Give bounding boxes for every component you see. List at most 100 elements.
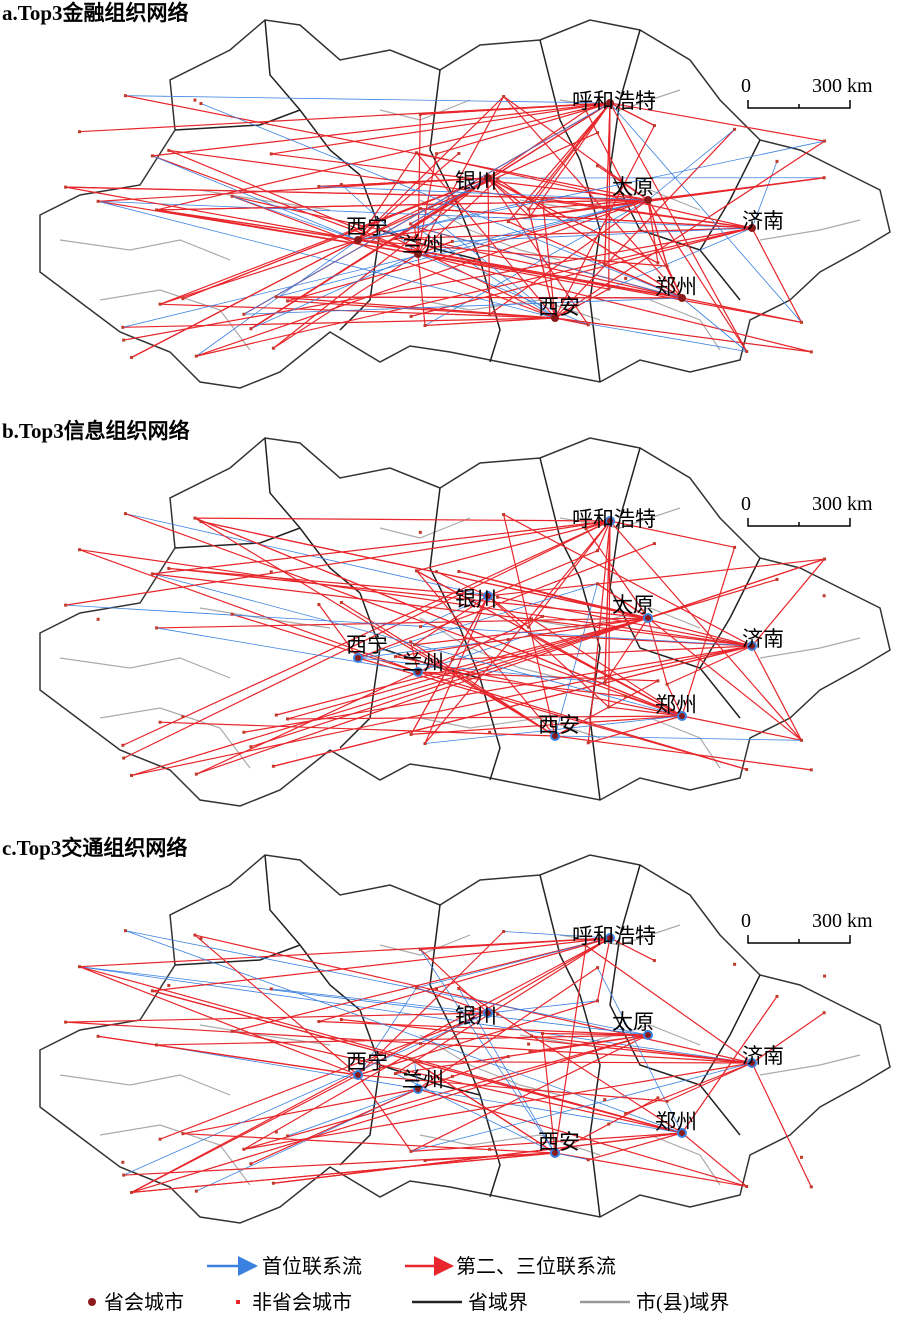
county-boundary bbox=[380, 935, 470, 955]
non-capital-city bbox=[242, 313, 245, 316]
non-capital-city bbox=[242, 731, 245, 734]
non-capital-city bbox=[124, 512, 127, 515]
non-capital-city bbox=[596, 164, 599, 167]
non-capital-city bbox=[195, 355, 198, 358]
non-capital-city bbox=[666, 683, 669, 686]
secondary-flow bbox=[251, 1089, 418, 1164]
city-label: 银川 bbox=[455, 1004, 497, 1028]
non-capital-city bbox=[607, 1123, 610, 1126]
non-capital-city bbox=[528, 1050, 531, 1053]
non-capital-city bbox=[823, 1011, 826, 1014]
non-capital-city bbox=[159, 721, 162, 724]
non-capital-city bbox=[653, 124, 656, 127]
non-capital-city bbox=[733, 546, 736, 549]
county-boundary bbox=[650, 718, 720, 768]
city-label: 西安 bbox=[538, 295, 580, 319]
legend: 首位联系流 第二、三位联系流 省会城市 非省会城市 省域界 市(县)域界 bbox=[88, 1255, 729, 1314]
non-capital-city bbox=[457, 570, 460, 573]
province-boundary bbox=[610, 448, 740, 718]
non-capital-city bbox=[413, 1060, 416, 1063]
non-capital-city bbox=[823, 176, 826, 179]
city-label: 兰州 bbox=[402, 651, 444, 675]
scale-label: 300 km bbox=[812, 910, 873, 932]
non-capital-city bbox=[286, 299, 289, 302]
non-capital-city bbox=[823, 594, 826, 597]
non-capital-city bbox=[596, 999, 599, 1002]
non-capital-city bbox=[596, 131, 599, 134]
non-capital-city bbox=[823, 558, 826, 561]
secondary-flow bbox=[626, 1063, 752, 1113]
capital-city-symbol bbox=[88, 1298, 96, 1306]
non-capital-city bbox=[78, 548, 81, 551]
secondary-flow bbox=[195, 518, 610, 521]
non-capital-city bbox=[151, 989, 154, 992]
non-capital-city bbox=[340, 601, 343, 604]
non-capital-city bbox=[413, 225, 416, 228]
secondary-flow bbox=[752, 646, 801, 740]
primary-flow bbox=[648, 129, 735, 200]
non-capital-city bbox=[231, 613, 234, 616]
non-capital-city bbox=[607, 288, 610, 291]
non-capital-city bbox=[435, 152, 438, 155]
non-capital-city bbox=[528, 215, 531, 218]
province-boundary bbox=[430, 905, 500, 1197]
non-capital-city bbox=[249, 1162, 252, 1165]
non-capital-city bbox=[457, 152, 460, 155]
county-boundary bbox=[60, 240, 230, 260]
primary-flow bbox=[251, 254, 418, 329]
county-boundary bbox=[650, 1135, 720, 1185]
legend-label: 市(县)域界 bbox=[636, 1291, 729, 1314]
non-capital-city bbox=[596, 582, 599, 585]
non-capital-city bbox=[527, 208, 530, 211]
city-label: 济南 bbox=[742, 627, 784, 651]
non-capital-city bbox=[151, 572, 154, 575]
non-capital-city bbox=[596, 549, 599, 552]
non-capital-city bbox=[607, 706, 610, 709]
non-capital-city bbox=[130, 356, 133, 359]
non-capital-city bbox=[130, 774, 133, 777]
non-capital-city bbox=[97, 1035, 100, 1038]
non-capital-city bbox=[603, 263, 606, 266]
non-capital-city bbox=[124, 929, 127, 932]
non-capital-city bbox=[121, 744, 124, 747]
non-capital-city bbox=[167, 984, 170, 987]
panel-title: a.Top3金融组织网络 bbox=[2, 1, 189, 25]
non-capital-city bbox=[823, 975, 826, 978]
secondary-flow bbox=[125, 514, 682, 716]
non-capital-city bbox=[270, 570, 273, 573]
non-capital-city bbox=[272, 765, 275, 768]
secondary-flow bbox=[682, 1133, 747, 1186]
non-capital-city bbox=[130, 1191, 133, 1194]
non-capital-city bbox=[488, 731, 491, 734]
non-capital-city bbox=[587, 741, 590, 744]
non-capital-city bbox=[122, 339, 125, 342]
non-capital-city bbox=[800, 321, 803, 324]
non-capital-city bbox=[435, 570, 438, 573]
non-capital-city bbox=[603, 681, 606, 684]
non-capital-city bbox=[541, 197, 544, 200]
non-capital-city bbox=[587, 1158, 590, 1161]
non-capital-city bbox=[800, 1156, 803, 1159]
non-capital-city bbox=[122, 1174, 125, 1177]
non-capital-city bbox=[195, 1190, 198, 1193]
non-capital-city bbox=[502, 930, 505, 933]
city-label: 呼和浩特 bbox=[572, 924, 656, 948]
non-capital-city bbox=[151, 154, 154, 157]
non-capital-city bbox=[275, 713, 278, 716]
non-capital-city bbox=[394, 1072, 397, 1075]
secondary-flow bbox=[752, 1063, 811, 1187]
primary-flow bbox=[125, 96, 610, 103]
city-label: 兰州 bbox=[402, 233, 444, 257]
secondary-flow bbox=[288, 716, 682, 719]
non-capital-city bbox=[653, 959, 656, 962]
non-capital-city bbox=[656, 679, 659, 682]
non-capital-city bbox=[587, 323, 590, 326]
secondary-flow bbox=[752, 228, 801, 322]
non-capital-city bbox=[419, 531, 422, 534]
scale-label: 0 bbox=[741, 493, 751, 515]
scale-label: 0 bbox=[741, 910, 751, 932]
non-capital-city bbox=[624, 1112, 627, 1115]
city-label: 呼和浩特 bbox=[572, 89, 656, 113]
non-capital-city bbox=[270, 152, 273, 155]
